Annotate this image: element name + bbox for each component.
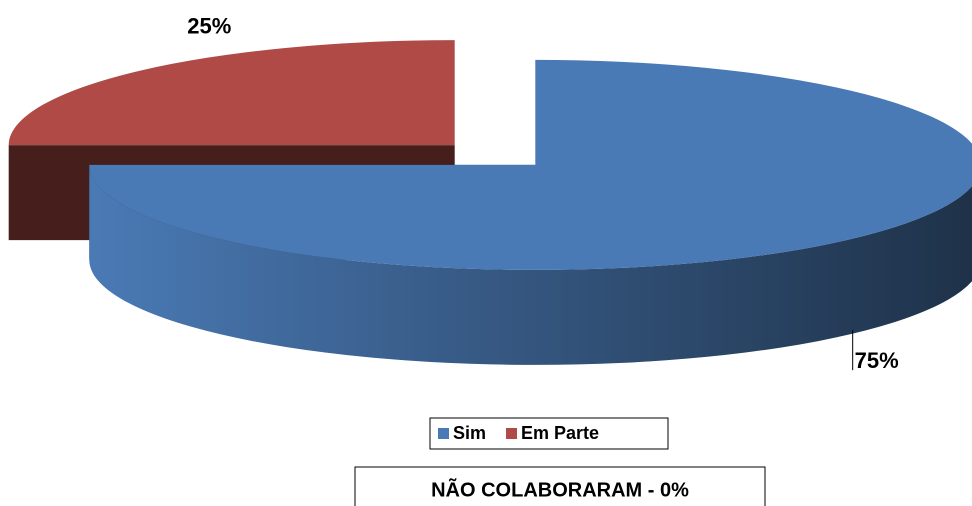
data-label: 75% — [855, 348, 899, 373]
annotation: NÃO COLABORARAM - 0% — [431, 478, 689, 501]
pie: 25% 75% — [8, 14, 972, 373]
legend-label: Em Parte — [521, 423, 599, 443]
annotation-box — [354, 466, 766, 506]
slice — [89, 59, 972, 365]
legend: Sim Em Parte — [438, 423, 599, 443]
legend-box — [429, 417, 669, 450]
legend-swatch — [438, 428, 449, 439]
legend-label: Sim — [453, 423, 486, 443]
legend-swatch — [506, 428, 518, 439]
slice-top — [89, 59, 972, 270]
data-label: 25% — [187, 14, 231, 39]
slice-wall — [89, 164, 972, 365]
slice-top — [8, 40, 455, 146]
